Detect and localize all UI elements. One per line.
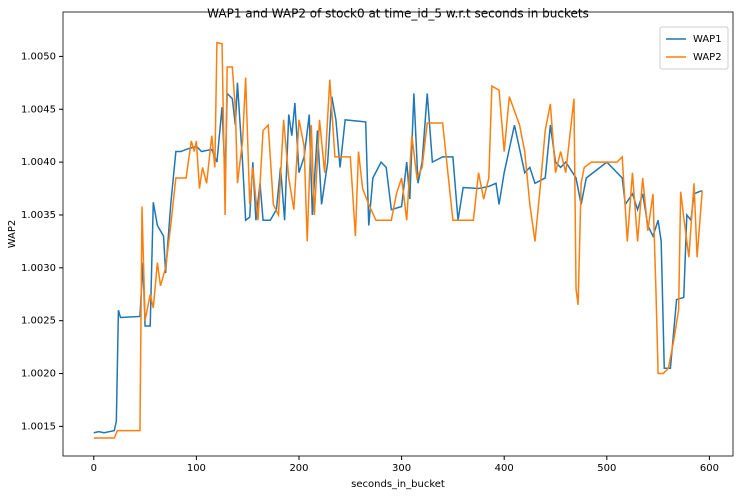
- y-tick-label: 1.0020: [21, 369, 56, 380]
- x-tick-label: 300: [392, 463, 411, 474]
- y-tick-label: 1.0050: [21, 51, 56, 62]
- y-tick-label: 1.0045: [21, 104, 56, 115]
- y-tick-label: 1.0035: [21, 210, 56, 221]
- y-tick-label: 1.0025: [21, 316, 56, 327]
- x-tick-label: 200: [289, 463, 308, 474]
- x-tick-label: 600: [700, 463, 719, 474]
- legend-label: WAP1: [693, 34, 722, 45]
- y-axis-label: WAP2: [7, 220, 18, 249]
- plot-frame: [62, 11, 734, 457]
- x-tick-label: 400: [495, 463, 514, 474]
- x-axis-label: seconds_in_bucket: [351, 479, 445, 490]
- y-tick-label: 1.0030: [21, 263, 56, 274]
- legend-box: [659, 26, 729, 70]
- chart-title: WAP1 and WAP2 of stock0 at time_id_5 w.r…: [207, 7, 589, 21]
- y-tick-label: 1.0015: [21, 421, 56, 432]
- data-line: [93, 41, 703, 439]
- y-tick-label: 1.0040: [21, 157, 56, 168]
- x-tick-label: 100: [187, 463, 206, 474]
- x-tick-label: 500: [597, 463, 616, 474]
- legend-label: WAP2: [693, 52, 722, 63]
- x-tick-label: 0: [91, 463, 97, 474]
